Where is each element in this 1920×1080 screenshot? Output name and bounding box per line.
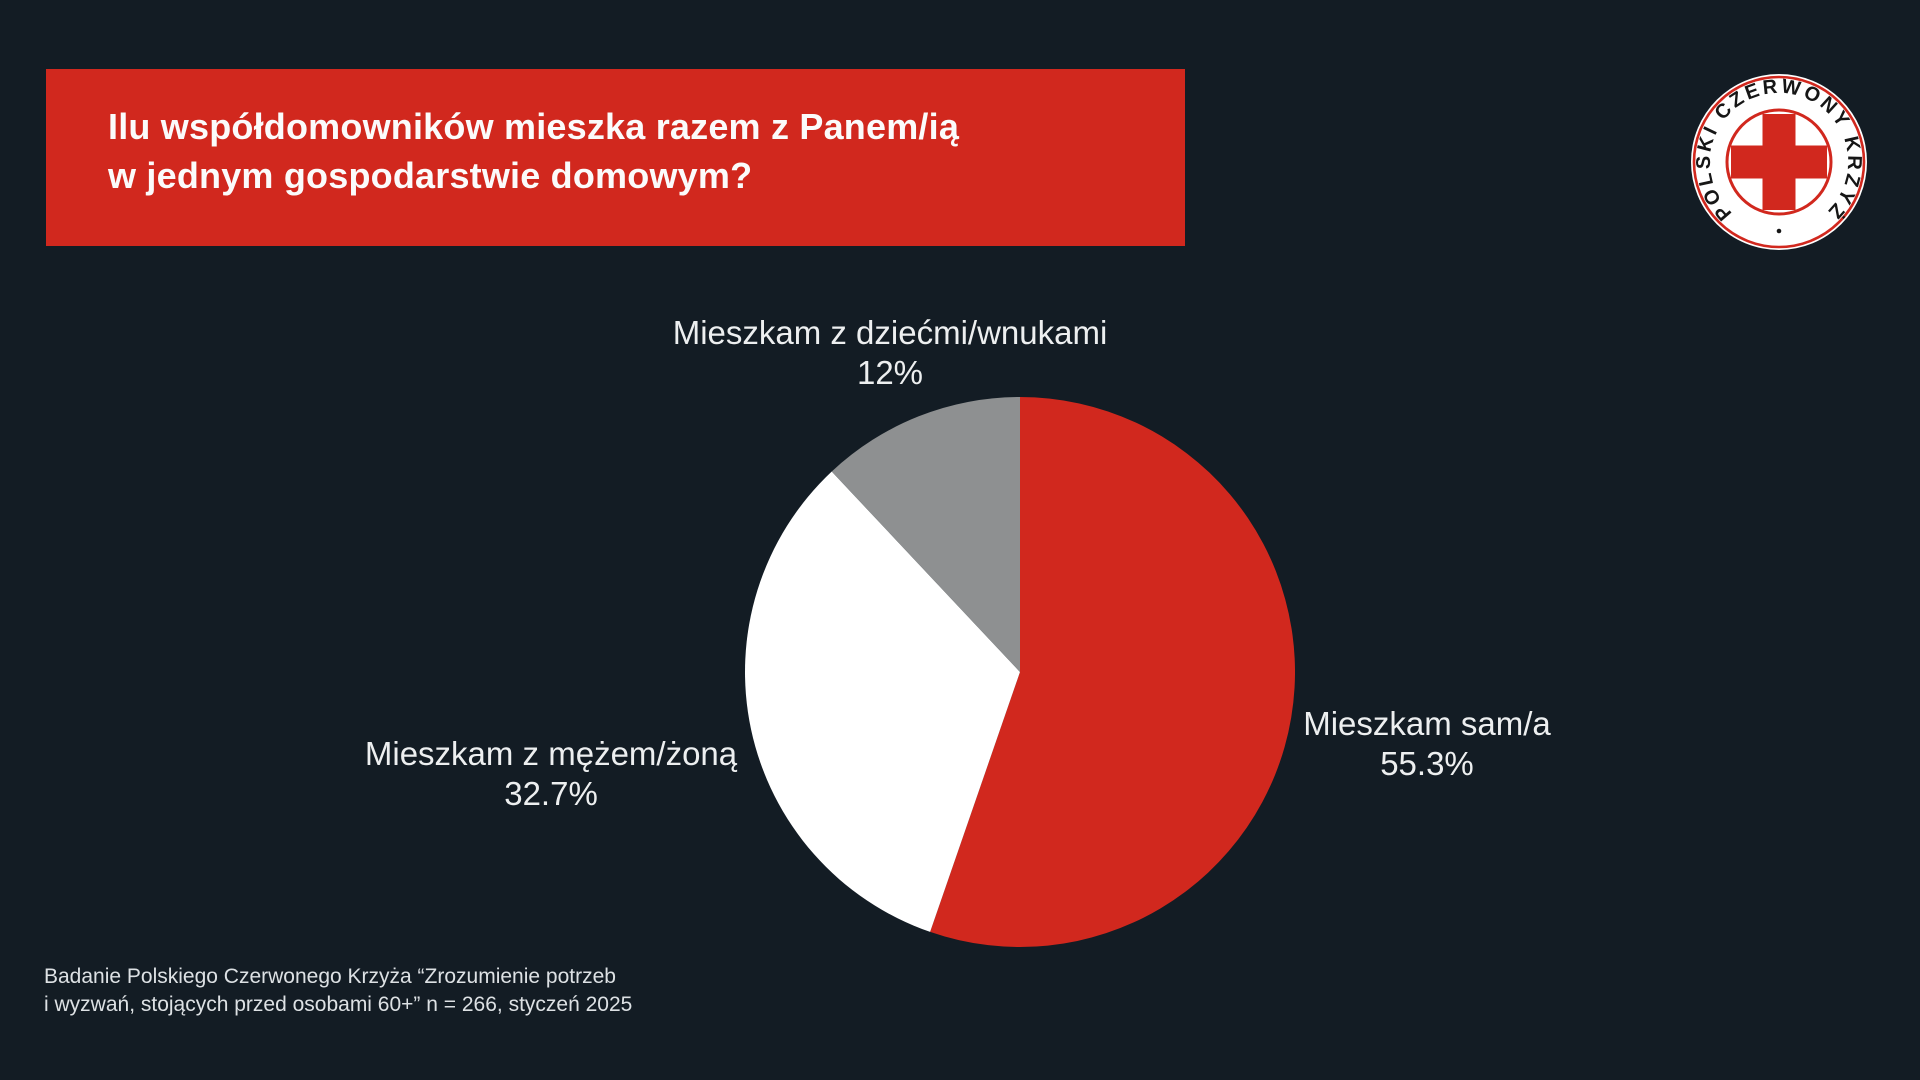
question-title-line1: Ilu współdomowników mieszka razem z Pane… <box>108 105 960 147</box>
pie-chart <box>745 397 1295 947</box>
logo-inner-ring <box>1725 108 1833 216</box>
slice-pct-text: 12% <box>856 354 924 391</box>
pie-slice-2 <box>831 397 1020 672</box>
source-note-line1: Badanie Polskiego Czerwonego Krzyża “Zro… <box>44 965 616 988</box>
question-banner: Ilu współdomowników mieszka razem z Pane… <box>46 69 1185 246</box>
logo-outer-ring <box>1692 75 1866 249</box>
logo-bottom-dot <box>1776 228 1782 234</box>
pie-slice-0 <box>930 397 1295 947</box>
slice-label-mieszkam-z-mezem: Mieszkam z mężem/żoną 32.7% <box>365 734 737 814</box>
pck-logo: POLSKI CZERWONY KRZYŻ <box>1691 74 1867 250</box>
slice-pct-text: 55.3% <box>1380 745 1474 782</box>
slice-label-text: Mieszkam z mężem/żoną <box>364 735 738 772</box>
slice-label-text: Mieszkam sam/a <box>1303 705 1551 742</box>
source-note-line2: i wyzwań, stojących przed osobami 60+” n… <box>44 993 633 1016</box>
slice-label-mieszkam-sam: Mieszkam sam/a 55.3% <box>1303 704 1551 784</box>
pie-slice-1 <box>745 471 1020 932</box>
source-note: Badanie Polskiego Czerwonego Krzyża “Zro… <box>44 963 632 1019</box>
slice-label-text: Mieszkam z dziećmi/wnukami <box>672 314 1108 351</box>
slice-label-mieszkam-z-dziecmi: Mieszkam z dziećmi/wnukami 12% <box>673 313 1108 393</box>
question-title-line2: w jednym gospodarstwie domowym? <box>108 154 753 196</box>
slice-pct-text: 32.7% <box>504 775 598 812</box>
red-cross-icon <box>1731 114 1827 210</box>
